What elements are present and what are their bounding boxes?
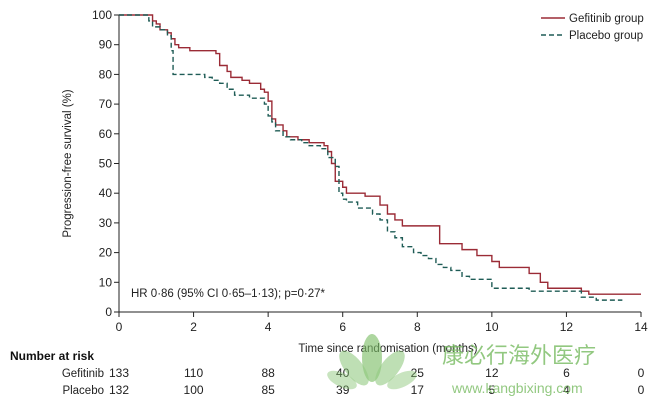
number-at-risk-table: Number at risk Gefitinib 133 110 88 4 0 25 12 6 0 P… [10,349,645,397]
watermark-url: www.kangbixing.com [451,380,583,396]
x-tick-label: 14 [634,320,648,334]
x-tick-label: 4 [265,320,272,334]
risk-value: 100 [184,383,204,397]
y-tick-label: 90 [99,38,113,52]
watermark: 康必行海外医疗 www.kangbixing.com [327,334,596,396]
legend-label: Placebo group [569,30,643,42]
y-tick-label: 10 [99,275,113,289]
survival-curves [119,14,641,301]
gefitinib-survival-curve [119,14,641,295]
y-tick-label: 60 [99,127,113,141]
risk-value: 12 [485,366,499,380]
risk-value: 132 [109,383,129,397]
legend: Gefitinib group Placebo group [541,13,644,42]
risk-value: 4 [563,383,570,397]
y-tick-label: 80 [99,67,113,81]
y-axis-title: Progression-free survival (%) [62,89,74,237]
y-tick-label: 30 [99,216,113,230]
risk-row-label: Placebo [62,385,104,397]
risk-value: 39 [336,383,350,397]
x-tick-label: 6 [339,320,346,334]
risk-row-label: Gefitinib [62,368,104,380]
risk-value: 133 [109,366,129,380]
risk-value: 25 [411,366,425,380]
risk-value: 85 [261,383,275,397]
y-tick-label: 70 [99,97,113,111]
y-tick-label: 50 [99,157,113,171]
watermark-chinese-text: 康必行海外医疗 [442,344,596,369]
x-tick-label: 10 [485,320,499,334]
risk-value: 17 [411,383,425,397]
x-tick-label: 0 [116,320,123,334]
risk-table-title: Number at risk [10,349,94,363]
risk-value: 0 [638,366,645,380]
x-tick-label: 8 [414,320,421,334]
y-tick-label: 20 [99,246,113,260]
placebo-survival-curve [119,14,623,301]
x-tick-label: 2 [190,320,197,334]
risk-value: 110 [184,366,203,380]
risk-value: 88 [261,366,275,380]
legend-label: Gefitinib group [569,13,644,25]
risk-value: 6 [563,366,570,380]
hazard-ratio-annotation: HR 0·86 (95% CI 0·65–1·13); p=0·27* [131,288,326,300]
risk-value: 0 [638,383,645,397]
y-tick-label: 0 [105,305,112,319]
x-tick-label: 12 [560,320,574,334]
risk-value: 5 [489,383,496,397]
watermark-lotus-logo [327,334,417,390]
y-tick-label: 40 [99,186,113,200]
y-tick-label: 100 [92,8,112,22]
